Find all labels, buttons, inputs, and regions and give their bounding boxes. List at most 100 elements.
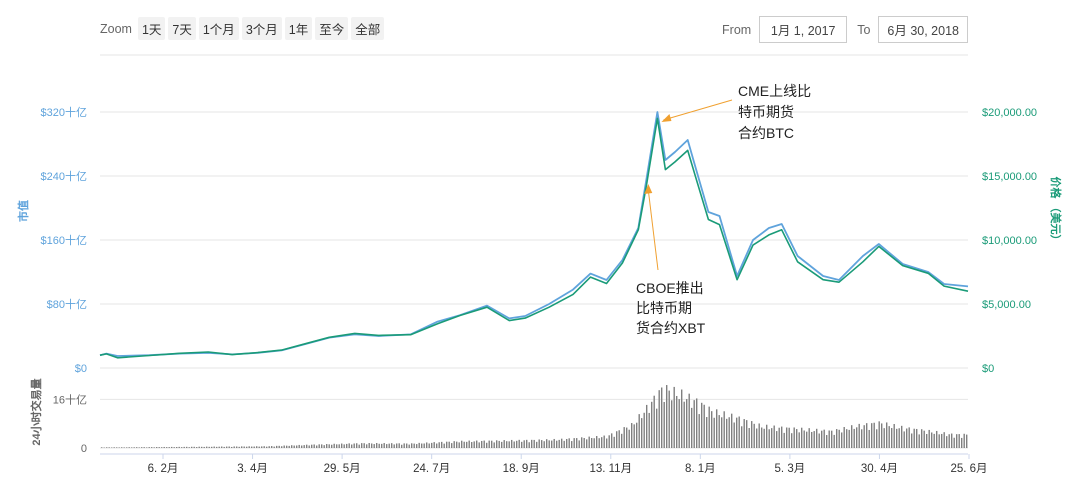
- volume-bar: [541, 440, 543, 448]
- volume-bar: [621, 433, 623, 448]
- x-tick-label: 3. 4月: [237, 463, 268, 475]
- volume-bar: [443, 443, 445, 448]
- volume-bar: [581, 437, 583, 448]
- zoom-button-1m[interactable]: 1个月: [198, 17, 239, 40]
- price-line: [99, 117, 969, 359]
- zoom-button-ytd[interactable]: 至今: [315, 17, 349, 40]
- volume-bar: [873, 422, 875, 448]
- zoom-button-3m[interactable]: 3个月: [241, 17, 282, 40]
- x-tick-label: 13. 11月: [589, 463, 632, 475]
- volume-bar: [841, 432, 843, 448]
- volume-bar: [871, 423, 873, 448]
- volume-bar: [371, 443, 373, 448]
- volume-bar: [491, 440, 493, 448]
- volume-bar: [338, 444, 340, 448]
- volume-bar: [406, 443, 408, 448]
- zoom-button-1y[interactable]: 1年: [284, 17, 313, 40]
- volume-bar: [578, 440, 580, 448]
- volume-bar: [576, 438, 578, 448]
- volume-bar: [966, 434, 968, 448]
- right-tick-label: $20,000.00: [982, 107, 1037, 119]
- volume-bar: [958, 434, 960, 448]
- left-tick-label: $0: [75, 363, 87, 375]
- cme-annotation-text: 特币期货: [738, 104, 794, 120]
- volume-bar: [721, 417, 723, 448]
- volume-bar: [648, 412, 650, 448]
- volume-bar: [768, 429, 770, 448]
- volume-bar: [161, 447, 163, 448]
- volume-bar: [876, 429, 878, 448]
- volume-bar: [771, 428, 773, 448]
- volume-bar: [156, 447, 158, 448]
- volume-bar: [816, 428, 818, 448]
- volume-bar: [423, 443, 425, 448]
- volume-bar: [198, 446, 200, 448]
- volume-bar: [186, 446, 188, 448]
- volume-bar: [508, 441, 510, 448]
- volume-bar: [583, 437, 585, 448]
- volume-bar: [383, 443, 385, 448]
- volume-bar: [653, 395, 655, 448]
- volume-bar: [396, 443, 398, 448]
- volume-bar: [626, 427, 628, 448]
- volume-bar: [201, 446, 203, 448]
- volume-bar: [923, 430, 925, 448]
- volume-bar: [611, 433, 613, 448]
- volume-bar: [208, 446, 210, 448]
- volume-bar: [953, 437, 955, 448]
- volume-bar: [116, 447, 118, 448]
- zoom-bar: Zoom 1天 7天 1个月 3个月 1年 至今 全部: [100, 17, 387, 40]
- volume-bar: [306, 444, 308, 448]
- from-date-input[interactable]: 1月 1, 2017: [759, 16, 848, 43]
- volume-bar: [898, 428, 900, 448]
- volume-bar: [961, 437, 963, 448]
- volume-bar: [833, 434, 835, 448]
- volume-bar: [681, 389, 683, 448]
- volume-bar: [253, 446, 255, 448]
- volume-bar: [783, 432, 785, 448]
- volume-bar: [858, 423, 860, 448]
- volume-bar: [431, 442, 433, 448]
- volume-bar: [233, 446, 235, 448]
- volume-bar: [343, 444, 345, 448]
- volume-bar: [293, 445, 295, 448]
- volume-bar: [888, 426, 890, 448]
- volume-bar: [838, 429, 840, 448]
- volume-bar: [531, 439, 533, 448]
- volume-bar: [298, 444, 300, 448]
- volume-bar: [206, 446, 208, 448]
- right-tick-label: $10,000.00: [982, 235, 1037, 247]
- zoom-button-1d[interactable]: 1天: [137, 17, 166, 40]
- volume-bar: [266, 446, 268, 448]
- volume-bar: [903, 431, 905, 448]
- zoom-button-all[interactable]: 全部: [351, 17, 385, 40]
- volume-bar: [843, 427, 845, 448]
- zoom-button-7d[interactable]: 7天: [168, 17, 196, 40]
- volume-bar: [401, 444, 403, 448]
- volume-bar: [426, 442, 428, 448]
- volume-bar: [321, 444, 323, 448]
- volume-bar: [828, 430, 830, 448]
- volume-bar: [906, 428, 908, 448]
- volume-bar: [391, 443, 393, 448]
- volume-bar: [641, 418, 643, 448]
- volume-bar: [891, 428, 893, 448]
- volume-bar: [781, 426, 783, 448]
- volume-bar: [101, 447, 103, 448]
- cboe-arrow-head: [644, 184, 653, 194]
- volume-bar: [513, 441, 515, 448]
- from-label: From: [722, 22, 752, 37]
- right-axis-title: 价格 （美元）: [1049, 176, 1063, 245]
- volume-bar: [778, 427, 780, 448]
- volume-bar: [211, 446, 213, 448]
- volume-bar: [866, 423, 868, 448]
- to-date-input[interactable]: 6月 30, 2018: [878, 16, 968, 43]
- volume-bar: [493, 442, 495, 448]
- volume-bar: [571, 441, 573, 448]
- volume-bar: [733, 422, 735, 448]
- volume-bar: [143, 447, 145, 448]
- volume-tick-label: 16十亿: [53, 392, 87, 406]
- volume-bar: [521, 441, 523, 448]
- volume-bar: [506, 441, 508, 448]
- x-tick-label: 25. 6月: [950, 463, 987, 475]
